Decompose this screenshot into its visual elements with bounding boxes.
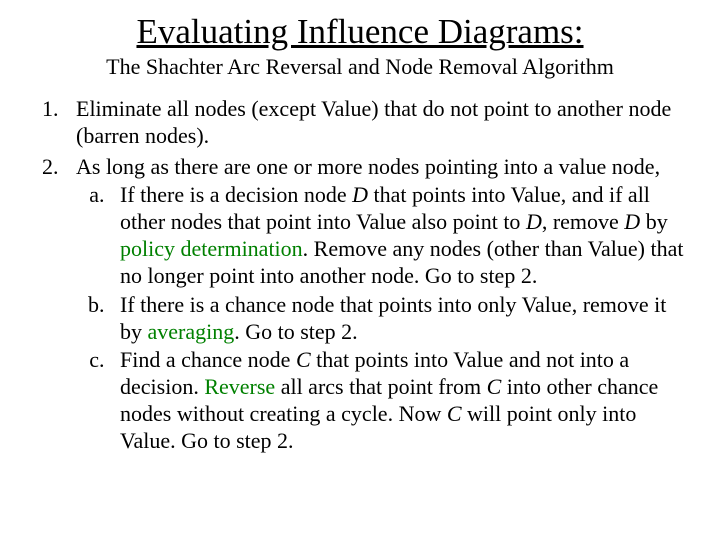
slide: Evaluating Influence Diagrams: The Shach… [0,0,720,540]
step-2-intro: As long as there are one or more nodes p… [76,154,660,179]
step-2-sublist: If there is a decision node D that point… [76,182,684,454]
step-2b: If there is a chance node that points in… [110,292,684,346]
step-2c-text: Find a chance node C that points into Va… [120,347,658,452]
policy-determination-term: policy determination [120,236,303,261]
step-1: Eliminate all nodes (except Value) that … [64,96,684,150]
algorithm-list: Eliminate all nodes (except Value) that … [36,96,684,455]
step-2a-text: If there is a decision node D that point… [120,182,684,287]
reverse-term: Reverse [204,374,275,399]
step-2c: Find a chance node C that points into Va… [110,347,684,454]
step-2b-text: If there is a chance node that points in… [120,292,666,344]
step-1-text: Eliminate all nodes (except Value) that … [76,96,671,148]
slide-title: Evaluating Influence Diagrams: [36,12,684,52]
averaging-term: averaging [148,319,235,344]
step-2a: If there is a decision node D that point… [110,182,684,289]
slide-subtitle: The Shachter Arc Reversal and Node Remov… [36,54,684,80]
step-2: As long as there are one or more nodes p… [64,154,684,455]
